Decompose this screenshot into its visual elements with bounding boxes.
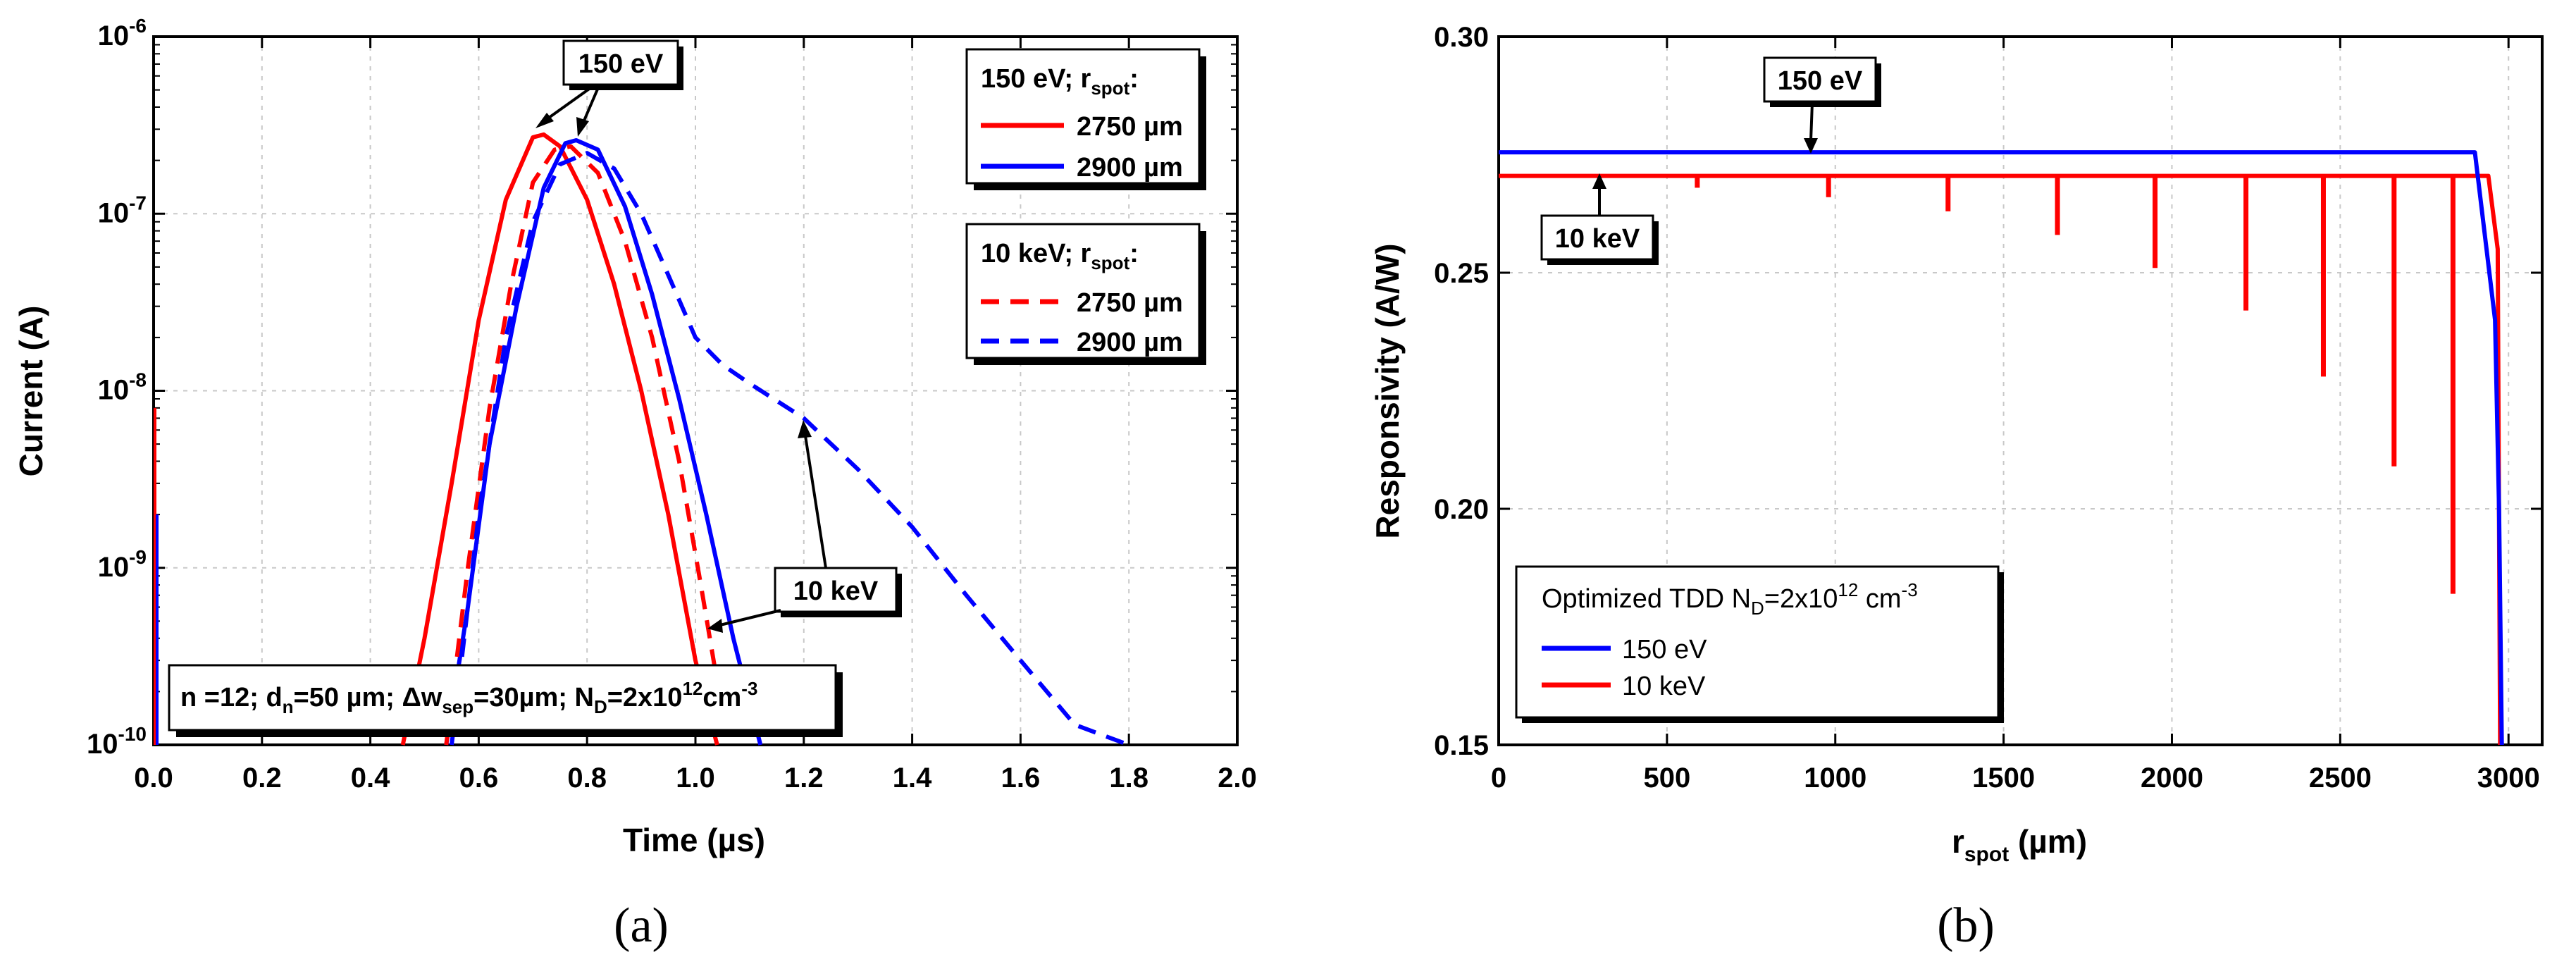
chart-a-x-tick-label: 0.0 — [134, 762, 173, 794]
panel-label-b: (b) — [1937, 899, 1995, 953]
chart-a-ticks: 0.0 0.2 0.4 0.6 0.8 1.0 1.2 1.4 1.6 1.8 2.0 10-10 10… — [87, 15, 1257, 794]
chart-a-legend-150ev: 150 eV; rspot: 2750 µm 2900 µm — [965, 48, 1206, 190]
annotation-b-10kev-text: 10 keV — [1555, 224, 1640, 254]
legend-150ev-2750-label: 2750 µm — [1077, 112, 1183, 142]
annotation-10kev-text: 10 keV — [793, 576, 879, 606]
chart-b-legend: Optimized TDD ND=2x1012 cm-3 150 eV 10 k… — [1515, 565, 2004, 723]
chart-a-y-tick-label: 10-10 — [87, 723, 147, 760]
chart-b-x-axis-label: rspot (µm) — [1952, 823, 2087, 866]
chart-b-x-tick-label: 2500 — [2309, 762, 2372, 794]
chart-a-x-tick-label: 1.0 — [676, 762, 715, 794]
chart-b-x-tick-label: 500 — [1643, 762, 1690, 794]
legend-10kev-2900-label: 2900 µm — [1077, 328, 1183, 357]
chart-a-x-tick-label: 1.4 — [893, 762, 932, 794]
params-text: n =12; dn=50 µm; Δwsep=30µm; ND=2x1012cm… — [180, 678, 757, 717]
chart-b-y-tick-label: 0.30 — [1434, 22, 1489, 53]
chart-b-y-tick-label: 0.20 — [1434, 494, 1489, 525]
chart-b-series-150ev — [1499, 150, 2504, 746]
chart-b-plot-frame — [1497, 35, 2544, 746]
legend-10kev-2750-label: 2750 µm — [1077, 288, 1183, 318]
legend-b-10kev-label: 10 keV — [1622, 672, 1706, 701]
chart-a: 0.0 0.2 0.4 0.6 0.8 1.0 1.2 1.4 1.6 1.8 2.0 10-10 10… — [13, 15, 1257, 953]
chart-a-series-line — [400, 132, 719, 746]
chart-b-series — [1499, 150, 2504, 746]
chart-b-x-tick-label: 0 — [1491, 762, 1506, 794]
chart-a-x-tick-label: 2.0 — [1218, 762, 1257, 794]
legend-150ev-2900-label: 2900 µm — [1077, 153, 1183, 183]
chart-b-annotation-150ev: 150 eV — [1763, 56, 1881, 154]
chart-b-x-tick-label: 3000 — [2477, 762, 2540, 794]
chart-a-params-box: n =12; dn=50 µm; Δwsep=30µm; ND=2x1012cm… — [168, 664, 843, 737]
chart-a-annotation-10kev: 10 keV — [707, 420, 902, 633]
chart-a-y-tick-label: 10-8 — [98, 369, 147, 406]
annotation-b-150ev-text: 150 eV — [1778, 66, 1863, 96]
chart-a-x-tick-label: 0.4 — [351, 762, 390, 794]
chart-b-legend-title: Optimized TDD ND=2x1012 cm-3 — [1542, 579, 1918, 619]
chart-b-x-tick-label: 1000 — [1804, 762, 1866, 794]
chart-a-x-tick-label: 0.8 — [567, 762, 607, 794]
chart-a-x-tick-label: 1.6 — [1001, 762, 1041, 794]
chart-b-y-tick-label: 0.25 — [1434, 258, 1489, 289]
chart-b-y-axis-label: Responsivity (A/W) — [1369, 243, 1406, 538]
chart-b-grid — [1499, 37, 2542, 745]
chart-b-x-tick-label: 2000 — [2141, 762, 2203, 794]
chart-a-x-tick-label: 0.6 — [459, 762, 499, 794]
chart-a-legend-10kev: 10 keV; rspot: 2750 µm 2900 µm — [965, 223, 1206, 365]
chart-b-ticks: 0 500 1000 1500 2000 2500 3000 0.15 0.20 0.25 0.30 — [1434, 22, 2542, 794]
chart-a-x-axis-label: Time (µs) — [623, 822, 765, 858]
chart-a-x-tick-label: 1.8 — [1109, 762, 1148, 794]
chart-b-y-tick-label: 0.15 — [1434, 730, 1489, 761]
annotation-150ev-text: 150 eV — [578, 49, 664, 79]
chart-a-annotation-150ev: 150 eV — [535, 39, 683, 137]
chart-a-series-line — [450, 151, 1130, 747]
legend-10kev-title: 10 keV; rspot: — [981, 239, 1139, 273]
chart-b-annotation-10kev: 10 keV — [1540, 173, 1659, 265]
chart-a-y-axis-label: Current (A) — [13, 306, 49, 477]
chart-a-series-line — [444, 144, 725, 746]
chart-a-grid — [154, 37, 1237, 745]
legend-b-150ev-label: 150 eV — [1622, 635, 1707, 665]
chart-b: 0 500 1000 1500 2000 2500 3000 0.15 0.20 0.25 0.30… — [1369, 22, 2544, 953]
chart-a-x-tick-label: 0.2 — [242, 762, 282, 794]
panel-label-a: (a) — [614, 899, 669, 953]
chart-b-x-tick-label: 1500 — [1972, 762, 2035, 794]
chart-a-y-tick-label: 10-9 — [98, 546, 147, 583]
chart-a-y-tick-label: 10-7 — [98, 192, 147, 228]
chart-a-series — [154, 132, 1130, 747]
chart-a-y-tick-label: 10-6 — [98, 15, 147, 51]
legend-150ev-title: 150 eV; rspot: — [981, 64, 1139, 99]
chart-a-x-tick-label: 1.2 — [784, 762, 824, 794]
